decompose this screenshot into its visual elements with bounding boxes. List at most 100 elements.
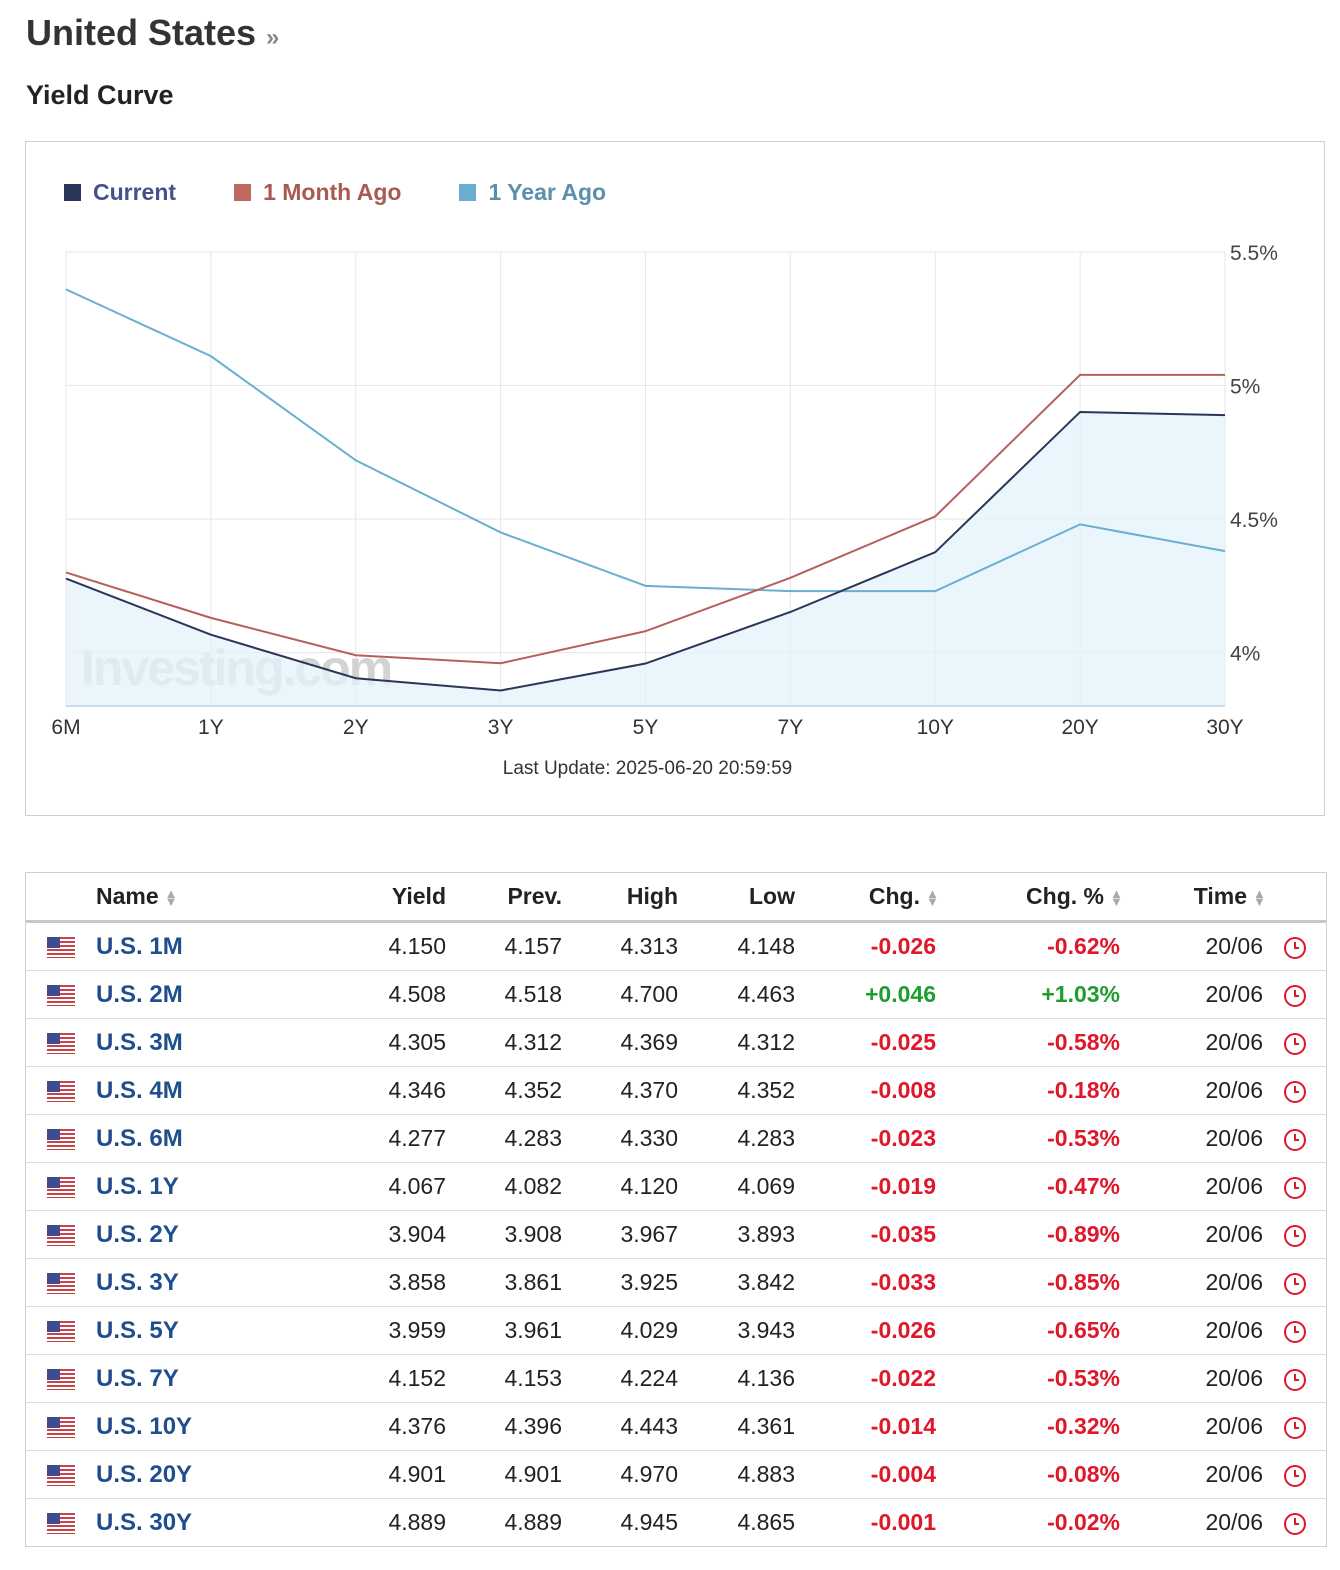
low-cell: 4.865 <box>737 1509 795 1535</box>
bond-name-link[interactable]: U.S. 20Y <box>96 1460 193 1488</box>
yield-cell: 4.346 <box>296 1066 446 1115</box>
us-flag-icon <box>47 937 75 959</box>
clock-icon[interactable] <box>1283 984 1306 1007</box>
table-row[interactable]: U.S. 2M 4.508 4.518 4.700 4.463 +0.046 +1.03% 2… <box>26 970 1326 1019</box>
table-row[interactable]: U.S. 30Y 4.889 4.889 4.945 4.865 -0.001 -0.02%… <box>26 1499 1326 1547</box>
table-row[interactable]: U.S. 7Y 4.152 4.153 4.224 4.136 -0.022 -0.53% 2… <box>26 1354 1326 1403</box>
x-tick-label: 6M <box>51 716 80 739</box>
high-cell: 4.443 <box>562 1402 678 1451</box>
us-flag-icon <box>47 985 75 1007</box>
low-cell: 4.352 <box>678 1066 795 1115</box>
y-tick-label: 4.5% <box>1230 509 1278 532</box>
table-row[interactable]: U.S. 5Y 3.959 3.961 4.029 3.943 -0.026 -0.65% 2… <box>26 1306 1326 1355</box>
clock-icon[interactable] <box>1283 1224 1306 1247</box>
bond-name-link[interactable]: U.S. 30Y <box>96 1508 193 1536</box>
table-row[interactable]: U.S. 6M 4.277 4.283 4.330 4.283 -0.023 -0.53% 2… <box>26 1114 1326 1163</box>
us-flag-icon <box>47 1321 75 1343</box>
bond-name-link[interactable]: U.S. 2Y <box>96 1220 179 1248</box>
clock-icon[interactable] <box>1283 1128 1306 1151</box>
legend-item-current[interactable]: Current <box>64 179 176 206</box>
clock-icon[interactable] <box>1283 1512 1306 1535</box>
us-flag-icon <box>47 1033 75 1055</box>
yield-cell: 4.889 <box>388 1509 446 1535</box>
sort-icon[interactable]: ▲ ▼ <box>1110 885 1123 909</box>
bonds-table: Name ▲ ▼ Yield Prev. High Low Chg. ▲ ▼ Chg. … <box>25 872 1327 1547</box>
time-cell: 20/06 <box>1120 1450 1263 1499</box>
clock-icon[interactable] <box>1283 1080 1306 1103</box>
clock-icon[interactable] <box>1283 1176 1306 1199</box>
us-flag-icon <box>47 1513 75 1535</box>
prev-cell: 4.889 <box>504 1509 562 1535</box>
prev-cell: 4.157 <box>446 921 562 971</box>
col-header-prev: Prev. <box>446 873 562 923</box>
bond-name-link[interactable]: U.S. 10Y <box>96 1412 193 1440</box>
clock-icon[interactable] <box>1283 1416 1306 1439</box>
page-title-text[interactable]: United States <box>26 12 257 53</box>
bond-name-link[interactable]: U.S. 3M <box>96 1028 183 1056</box>
yield-cell: 4.150 <box>296 921 446 971</box>
bond-name-link[interactable]: U.S. 7Y <box>96 1364 179 1392</box>
clock-icon[interactable] <box>1283 1320 1306 1343</box>
sort-icon[interactable]: ▲ ▼ <box>164 885 178 909</box>
col-header-chg[interactable]: Chg. ▲ ▼ <box>795 873 939 923</box>
high-cell: 4.120 <box>562 1162 678 1211</box>
table-row[interactable]: U.S. 3Y 3.858 3.861 3.925 3.842 -0.033 -0.85% 2… <box>26 1258 1326 1307</box>
clock-icon[interactable] <box>1283 1368 1306 1391</box>
low-cell: 4.283 <box>678 1114 795 1163</box>
section-title: Yield Curve <box>26 80 174 110</box>
bond-name-link[interactable]: U.S. 2M <box>96 980 183 1008</box>
clock-icon[interactable] <box>1283 936 1306 959</box>
high-cell: 4.029 <box>562 1306 678 1355</box>
table-row[interactable]: U.S. 20Y 4.901 4.901 4.970 4.883 -0.004 -0.08%… <box>26 1450 1326 1499</box>
clock-icon[interactable] <box>1283 1272 1306 1295</box>
bond-name-link[interactable]: U.S. 1M <box>96 932 183 960</box>
table-row[interactable]: U.S. 10Y 4.376 4.396 4.443 4.361 -0.014 -0.32%… <box>26 1402 1326 1451</box>
prev-cell: 3.908 <box>446 1210 562 1259</box>
page-title[interactable]: United States » <box>26 12 279 54</box>
sort-icon[interactable]: ▲ ▼ <box>926 885 939 909</box>
col-header-name[interactable]: Name ▲ ▼ <box>96 873 296 923</box>
table-row[interactable]: U.S. 3M 4.305 4.312 4.369 4.312 -0.025 -0.58% 2… <box>26 1018 1326 1067</box>
low-cell: 4.136 <box>678 1354 795 1403</box>
table-row[interactable]: U.S. 2Y 3.904 3.908 3.967 3.893 -0.035 -0.89% 2… <box>26 1210 1326 1259</box>
yield-curve-chart: Current 1 Month Ago 1 Year Ago 5.5% 5% 4.5… <box>25 141 1325 816</box>
x-tick-label: 1Y <box>198 716 224 739</box>
high-cell: 4.370 <box>562 1066 678 1115</box>
col-header-chg-pct[interactable]: Chg. % ▲ ▼ <box>936 873 1123 923</box>
bond-name-link[interactable]: U.S. 5Y <box>96 1316 179 1344</box>
time-cell: 20/06 <box>1120 921 1263 971</box>
prev-cell: 4.396 <box>446 1402 562 1451</box>
bond-name-link[interactable]: U.S. 3Y <box>96 1268 179 1296</box>
legend-label-month-ago: 1 Month Ago <box>263 179 402 205</box>
sort-icon[interactable]: ▲ ▼ <box>1253 885 1266 909</box>
chg-pct-cell: +1.03% <box>936 970 1120 1019</box>
chg-pct-cell: -0.58% <box>936 1018 1120 1067</box>
clock-icon[interactable] <box>1283 1032 1306 1055</box>
table-row[interactable]: U.S. 1Y 4.067 4.082 4.120 4.069 -0.019 -0.47% 2… <box>26 1162 1326 1211</box>
chg-cell: -0.033 <box>795 1258 936 1307</box>
legend-item-month-ago[interactable]: 1 Month Ago <box>234 179 401 206</box>
prev-cell: 4.283 <box>446 1114 562 1163</box>
high-cell: 3.925 <box>562 1258 678 1307</box>
col-header-time[interactable]: Time ▲ ▼ <box>1120 873 1266 923</box>
bond-name-link[interactable]: U.S. 1Y <box>96 1172 179 1200</box>
us-flag-icon <box>47 1177 75 1199</box>
legend-swatch-current <box>64 184 81 201</box>
series-line-current <box>65 410 1226 692</box>
title-chevron-icon[interactable]: » <box>266 24 280 51</box>
legend-item-year-ago[interactable]: 1 Year Ago <box>459 179 606 206</box>
time-cell: 20/06 <box>1120 1018 1263 1067</box>
col-header-high: High <box>562 873 678 923</box>
high-cell: 3.967 <box>562 1210 678 1259</box>
x-tick-label: 3Y <box>488 716 514 739</box>
col-header-low: Low <box>678 873 795 923</box>
bond-name-link[interactable]: U.S. 4M <box>96 1076 183 1104</box>
time-cell: 20/06 <box>1205 1509 1263 1535</box>
table-row[interactable]: U.S. 1M 4.150 4.157 4.313 4.148 -0.026 -0.62% 2… <box>26 921 1326 971</box>
y-tick-label: 5% <box>1230 376 1260 399</box>
high-cell: 4.313 <box>562 921 678 971</box>
time-cell: 20/06 <box>1120 1210 1263 1259</box>
bond-name-link[interactable]: U.S. 6M <box>96 1124 183 1152</box>
table-row[interactable]: U.S. 4M 4.346 4.352 4.370 4.352 -0.008 -0.18% 2… <box>26 1066 1326 1115</box>
clock-icon[interactable] <box>1283 1464 1306 1487</box>
